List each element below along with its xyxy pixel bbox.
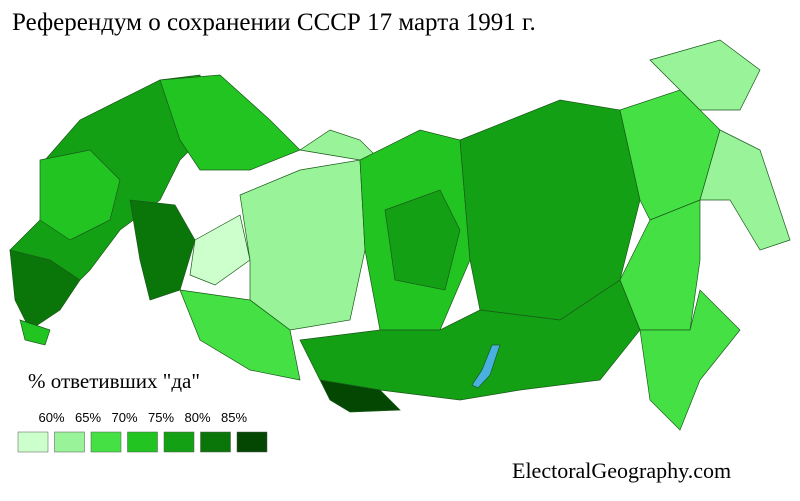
legend-swatch: [127, 431, 158, 453]
lake-baikal: [471, 344, 501, 389]
legend-label: 65%: [75, 410, 101, 425]
legend-title: % ответивших "да": [28, 369, 200, 393]
legend-swatch: [17, 431, 49, 453]
legend-label: 85%: [221, 410, 247, 425]
region: [384, 189, 461, 291]
region: [239, 159, 366, 331]
region: [639, 289, 741, 431]
region: [319, 379, 401, 413]
legend-swatch: [163, 431, 195, 453]
legend: 60% 65% 70% 75% 80% 85%: [17, 410, 268, 453]
legend-swatch: [236, 431, 268, 453]
legend-label: 80%: [184, 410, 210, 425]
region: [39, 149, 121, 241]
region: [159, 74, 301, 171]
legend-label: 60%: [38, 410, 64, 425]
legend-label: 75%: [148, 410, 174, 425]
credit: ElectoralGeography.com: [512, 458, 731, 483]
region: [9, 249, 81, 331]
region: [649, 39, 761, 111]
legend-swatch: [54, 431, 85, 453]
region: [129, 199, 196, 301]
regions: [9, 39, 791, 431]
legend-label: 70%: [111, 410, 137, 425]
legend-swatch: [90, 431, 122, 453]
region: [189, 214, 251, 286]
region: [19, 319, 51, 346]
legend-swatch: [200, 431, 231, 453]
region: [179, 289, 301, 381]
map-title: Референдум о сохранении СССР 17 марта 19…: [12, 9, 536, 36]
region: [299, 129, 381, 161]
